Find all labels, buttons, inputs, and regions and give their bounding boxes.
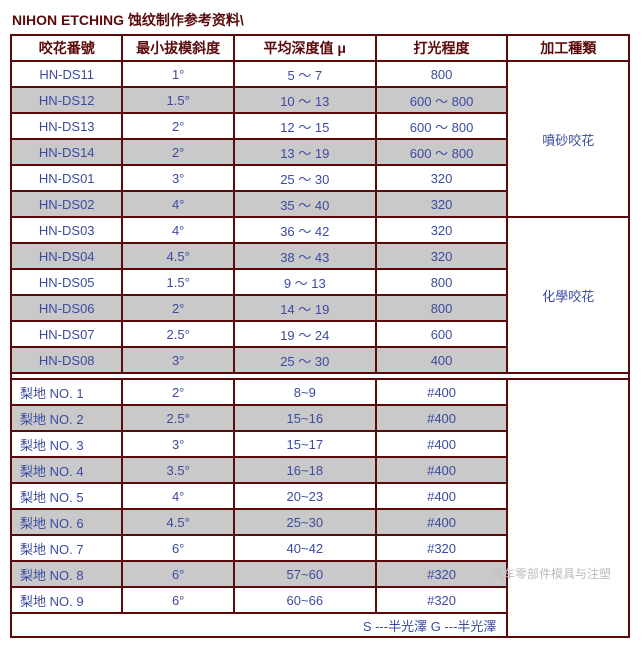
cell-depth: 13 ～ 19 bbox=[234, 139, 376, 165]
cell-code: 梨地 NO. 1 bbox=[11, 379, 122, 405]
cell-code: 梨地 NO. 6 bbox=[11, 509, 122, 535]
cell-polish: #320 bbox=[376, 535, 508, 561]
cell-code: HN-DS07 bbox=[11, 321, 122, 347]
cell-angle: 1.5° bbox=[122, 269, 233, 295]
cell-angle: 1.5° bbox=[122, 87, 233, 113]
cell-angle: 2° bbox=[122, 379, 233, 405]
cell-angle: 6° bbox=[122, 561, 233, 587]
etching-table: 咬花番號 最小拔模斜度 平均深度值 μ 打光程度 加工種類 HN-DS111°5… bbox=[10, 34, 630, 638]
cell-code: HN-DS08 bbox=[11, 347, 122, 373]
cell-code: HN-DS02 bbox=[11, 191, 122, 217]
cell-angle: 2° bbox=[122, 295, 233, 321]
cell-code: 梨地 NO. 4 bbox=[11, 457, 122, 483]
cell-polish: #400 bbox=[376, 509, 508, 535]
cell-angle: 3.5° bbox=[122, 457, 233, 483]
cell-category: 化學咬花 bbox=[507, 217, 629, 373]
cell-angle: 2.5° bbox=[122, 405, 233, 431]
cell-polish: 600 ～ 800 bbox=[376, 87, 508, 113]
cell-polish: #400 bbox=[376, 431, 508, 457]
cell-depth: 8~9 bbox=[234, 379, 376, 405]
cell-code: HN-DS11 bbox=[11, 61, 122, 87]
cell-depth: 25~30 bbox=[234, 509, 376, 535]
cell-depth: 15~16 bbox=[234, 405, 376, 431]
cell-polish: 600 ～ 800 bbox=[376, 139, 508, 165]
cell-depth: 20~23 bbox=[234, 483, 376, 509]
cell-depth: 57~60 bbox=[234, 561, 376, 587]
cell-depth: 12 ～ 15 bbox=[234, 113, 376, 139]
table-row: 梨地 NO. 12°8~9#400 bbox=[11, 379, 629, 405]
cell-depth: 40~42 bbox=[234, 535, 376, 561]
cell-polish: 800 bbox=[376, 61, 508, 87]
cell-polish: 400 bbox=[376, 347, 508, 373]
cell-angle: 1° bbox=[122, 61, 233, 87]
cell-angle: 2° bbox=[122, 139, 233, 165]
cell-code: 梨地 NO. 9 bbox=[11, 587, 122, 613]
h-col3: 平均深度值 μ bbox=[234, 35, 376, 61]
cell-code: HN-DS14 bbox=[11, 139, 122, 165]
cell-angle: 6° bbox=[122, 535, 233, 561]
cell-code: HN-DS06 bbox=[11, 295, 122, 321]
h-col2: 最小拔模斜度 bbox=[122, 35, 233, 61]
cell-angle: 4° bbox=[122, 483, 233, 509]
cell-polish: 800 bbox=[376, 269, 508, 295]
cell-polish: 600 bbox=[376, 321, 508, 347]
header-row: 咬花番號 最小拔模斜度 平均深度值 μ 打光程度 加工種類 bbox=[11, 35, 629, 61]
cell-depth: 14 ～ 19 bbox=[234, 295, 376, 321]
h-col4: 打光程度 bbox=[376, 35, 508, 61]
cell-polish: #400 bbox=[376, 379, 508, 405]
cell-code: HN-DS04 bbox=[11, 243, 122, 269]
cell-polish: #400 bbox=[376, 457, 508, 483]
cell-angle: 6° bbox=[122, 587, 233, 613]
cell-code: 梨地 NO. 2 bbox=[11, 405, 122, 431]
cell-angle: 4.5° bbox=[122, 243, 233, 269]
footer-text: S ---半光澤 G ---半光澤 bbox=[11, 613, 507, 637]
cell-depth: 16~18 bbox=[234, 457, 376, 483]
cell-depth: 25 ～ 30 bbox=[234, 347, 376, 373]
cell-angle: 4° bbox=[122, 217, 233, 243]
page-title: NIHON ETCHING 蚀纹制作参考资料\ bbox=[10, 10, 631, 30]
cell-polish: #400 bbox=[376, 405, 508, 431]
cell-code: HN-DS05 bbox=[11, 269, 122, 295]
cell-angle: 2.5° bbox=[122, 321, 233, 347]
cell-depth: 38 ～ 43 bbox=[234, 243, 376, 269]
cell-depth: 60~66 bbox=[234, 587, 376, 613]
table-row: HN-DS034°36 ～ 42320化學咬花 bbox=[11, 217, 629, 243]
cell-angle: 3° bbox=[122, 165, 233, 191]
cell-depth: 10 ～ 13 bbox=[234, 87, 376, 113]
cell-category bbox=[507, 379, 629, 637]
cell-polish: 320 bbox=[376, 191, 508, 217]
cell-depth: 25 ～ 30 bbox=[234, 165, 376, 191]
cell-depth: 15~17 bbox=[234, 431, 376, 457]
cell-angle: 4° bbox=[122, 191, 233, 217]
cell-code: HN-DS03 bbox=[11, 217, 122, 243]
cell-polish: #320 bbox=[376, 561, 508, 587]
h-col1: 咬花番號 bbox=[11, 35, 122, 61]
cell-polish: 800 bbox=[376, 295, 508, 321]
h-col5: 加工種類 bbox=[507, 35, 629, 61]
cell-depth: 35 ～ 40 bbox=[234, 191, 376, 217]
cell-polish: 600 ～ 800 bbox=[376, 113, 508, 139]
cell-depth: 36 ～ 42 bbox=[234, 217, 376, 243]
cell-category: 噴砂咬花 bbox=[507, 61, 629, 217]
cell-angle: 3° bbox=[122, 431, 233, 457]
cell-code: 梨地 NO. 7 bbox=[11, 535, 122, 561]
cell-depth: 9 ～ 13 bbox=[234, 269, 376, 295]
cell-code: HN-DS01 bbox=[11, 165, 122, 191]
cell-polish: 320 bbox=[376, 217, 508, 243]
cell-code: HN-DS13 bbox=[11, 113, 122, 139]
cell-code: 梨地 NO. 3 bbox=[11, 431, 122, 457]
cell-angle: 2° bbox=[122, 113, 233, 139]
cell-polish: #320 bbox=[376, 587, 508, 613]
cell-polish: 320 bbox=[376, 165, 508, 191]
cell-polish: 320 bbox=[376, 243, 508, 269]
cell-code: 梨地 NO. 8 bbox=[11, 561, 122, 587]
table-row: HN-DS111°5 ～ 7800噴砂咬花 bbox=[11, 61, 629, 87]
cell-code: HN-DS12 bbox=[11, 87, 122, 113]
cell-polish: #400 bbox=[376, 483, 508, 509]
cell-depth: 5 ～ 7 bbox=[234, 61, 376, 87]
cell-angle: 3° bbox=[122, 347, 233, 373]
cell-angle: 4.5° bbox=[122, 509, 233, 535]
cell-code: 梨地 NO. 5 bbox=[11, 483, 122, 509]
cell-depth: 19 ～ 24 bbox=[234, 321, 376, 347]
